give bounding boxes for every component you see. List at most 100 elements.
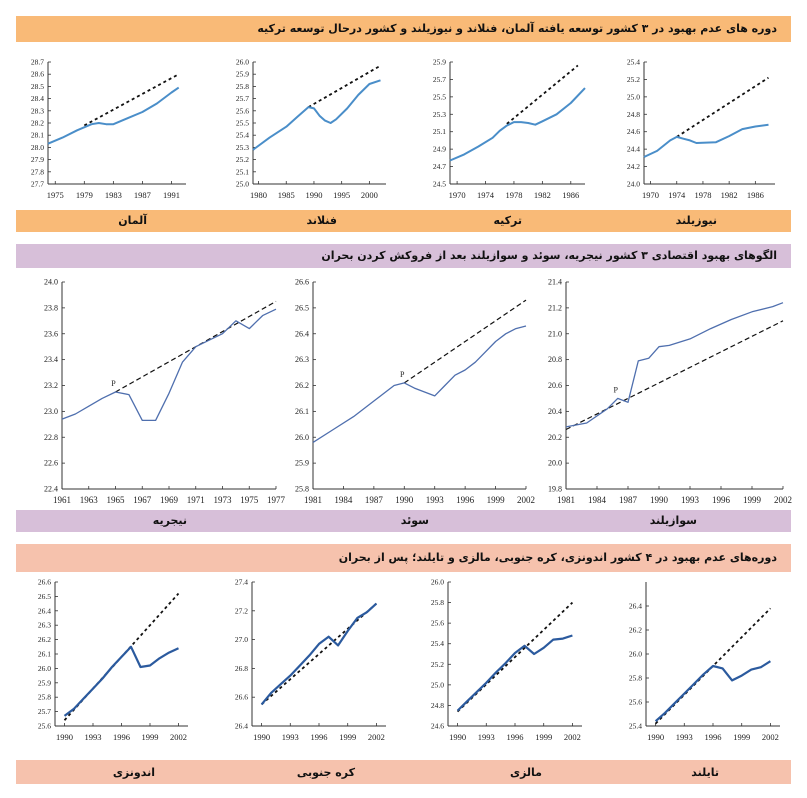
x-tick-label: 2000 (361, 190, 378, 200)
y-tick-label: 27.9 (31, 155, 44, 164)
x-tick-label: 1974 (477, 190, 495, 200)
series-line-actual (449, 87, 586, 162)
y-tick-label: 22.4 (44, 485, 58, 494)
x-tick-label: 1993 (676, 732, 693, 742)
country-strip-2 (16, 510, 791, 532)
x-tick-label: 1990 (253, 732, 270, 742)
x-tick-label: 1996 (705, 732, 722, 742)
y-tick-label: 25.8 (431, 598, 444, 607)
x-tick-label: 1975 (240, 495, 259, 505)
y-tick-label: 26.4 (235, 722, 248, 731)
x-tick-label: 1967 (133, 495, 152, 505)
y-tick-label: 25.4 (431, 639, 444, 648)
y-tick-label: 25.2 (627, 75, 640, 84)
x-tick-label: 1969 (160, 495, 179, 505)
trend-line (506, 64, 579, 125)
x-tick-label: 1990 (647, 732, 664, 742)
y-tick-label: 24.5 (433, 180, 446, 189)
y-tick-label: 25.7 (433, 75, 446, 84)
x-tick-label: 1999 (487, 495, 506, 505)
peak-label: P (613, 385, 618, 394)
y-tick-label: 25.8 (629, 674, 642, 683)
y-tick-label: 26.2 (295, 381, 309, 390)
x-tick-label: 1971 (187, 495, 205, 505)
x-tick-label: 1993 (85, 732, 102, 742)
y-tick-label: 27.4 (235, 578, 248, 587)
y-tick-label: 27.8 (31, 167, 44, 176)
trend-line (307, 64, 381, 108)
y-tick-label: 28.1 (31, 131, 44, 140)
y-tick-label: 21.0 (548, 329, 562, 338)
series-line-actual (654, 660, 771, 723)
y-tick-label: 27.0 (235, 635, 248, 644)
y-tick-label: 25.7 (38, 707, 51, 716)
y-tick-label: 27.7 (31, 180, 44, 189)
chart-thailand: 25.4 25.6 25.8 26.0 26.2 26.4 1990 1993 1996 1999… (629, 582, 780, 742)
y-tick-label: 26.6 (295, 278, 309, 287)
y-tick-label: 24.0 (44, 278, 58, 287)
y-tick-label: 24.7 (433, 162, 446, 171)
x-tick-label: 1979 (76, 190, 93, 200)
trend-line (403, 299, 527, 384)
x-tick-label: 1995 (333, 190, 350, 200)
x-tick-label: 1961 (53, 495, 71, 505)
x-tick-label: 1965 (107, 495, 126, 505)
series-line-actual (565, 302, 784, 428)
x-tick-label: 2002 (762, 732, 779, 742)
x-tick-label: 1999 (535, 732, 552, 742)
y-tick-label: 25.6 (431, 619, 444, 628)
y-tick-label: 27.2 (235, 606, 248, 615)
y-tick-label: 24.0 (627, 180, 640, 189)
chart-malaysia: 24.6 24.8 25.0 25.2 25.4 25.6 25.8 26.0 1990 1993… (431, 578, 582, 742)
y-tick-label: 28.4 (31, 94, 44, 103)
y-tick-label: 25.4 (627, 58, 640, 67)
x-tick-label: 1984 (588, 495, 607, 505)
x-tick-label: 1996 (113, 732, 130, 742)
y-tick-label: 28.0 (31, 143, 44, 152)
y-tick-label: 26.1 (38, 650, 51, 659)
x-tick-label: 1973 (214, 495, 233, 505)
x-tick-label: 1987 (134, 190, 151, 200)
y-tick-label: 25.9 (236, 70, 249, 79)
y-tick-label: 19.8 (548, 485, 562, 494)
y-tick-label: 20.0 (548, 459, 562, 468)
y-tick-label: 25.8 (295, 485, 309, 494)
x-tick-label: 1987 (365, 495, 384, 505)
x-tick-label: 1974 (668, 190, 686, 200)
y-tick-label: 26.6 (235, 693, 248, 702)
y-tick-label: 25.9 (38, 678, 51, 687)
trend-line (260, 602, 378, 706)
y-tick-label: 26.4 (295, 329, 309, 338)
x-tick-label: 1990 (56, 732, 73, 742)
y-tick-label: 28.7 (31, 58, 44, 67)
x-tick-label: 1993 (426, 495, 445, 505)
y-tick-label: 25.1 (236, 167, 249, 176)
y-tick-label: 23.8 (44, 303, 58, 312)
y-tick-label: 20.8 (548, 355, 562, 364)
chart-newzealand: 24.0 24.2 24.4 24.6 24.8 25.0 25.2 25.4 1970 1974… (627, 58, 775, 200)
x-tick-label: 1996 (507, 732, 524, 742)
y-tick-label: 25.5 (236, 119, 249, 128)
y-tick-label: 24.6 (431, 722, 444, 731)
x-tick-label: 1975 (47, 190, 64, 200)
x-tick-label: 1978 (694, 190, 711, 200)
x-tick-label: 1981 (304, 495, 322, 505)
y-tick-label: 24.6 (627, 127, 640, 136)
x-tick-label: 1991 (163, 190, 180, 200)
chart-nigeria: 22.4 22.6 22.8 23.0 23.2 23.4 23.6 23.8 24.0 1961… (44, 278, 286, 506)
x-tick-label: 1990 (305, 190, 322, 200)
trend-line (676, 76, 769, 138)
y-tick-label: 20.4 (548, 407, 562, 416)
y-tick-label: 25.8 (236, 82, 249, 91)
y-tick-label: 25.4 (629, 722, 642, 731)
section-title-1: دوره های عدم بهبود در ۳ کشور توسعه یافته… (16, 16, 791, 42)
label-nigeria: نیجریه (152, 514, 187, 527)
x-tick-label: 1980 (250, 190, 267, 200)
x-tick-label: 1986 (562, 190, 579, 200)
y-tick-label: 26.6 (38, 578, 51, 587)
x-tick-label: 1970 (449, 190, 466, 200)
y-tick-label: 25.7 (236, 94, 249, 103)
y-tick-label: 28.5 (31, 82, 44, 91)
x-tick-label: 2002 (564, 732, 581, 742)
x-tick-label: 2002 (517, 495, 535, 505)
